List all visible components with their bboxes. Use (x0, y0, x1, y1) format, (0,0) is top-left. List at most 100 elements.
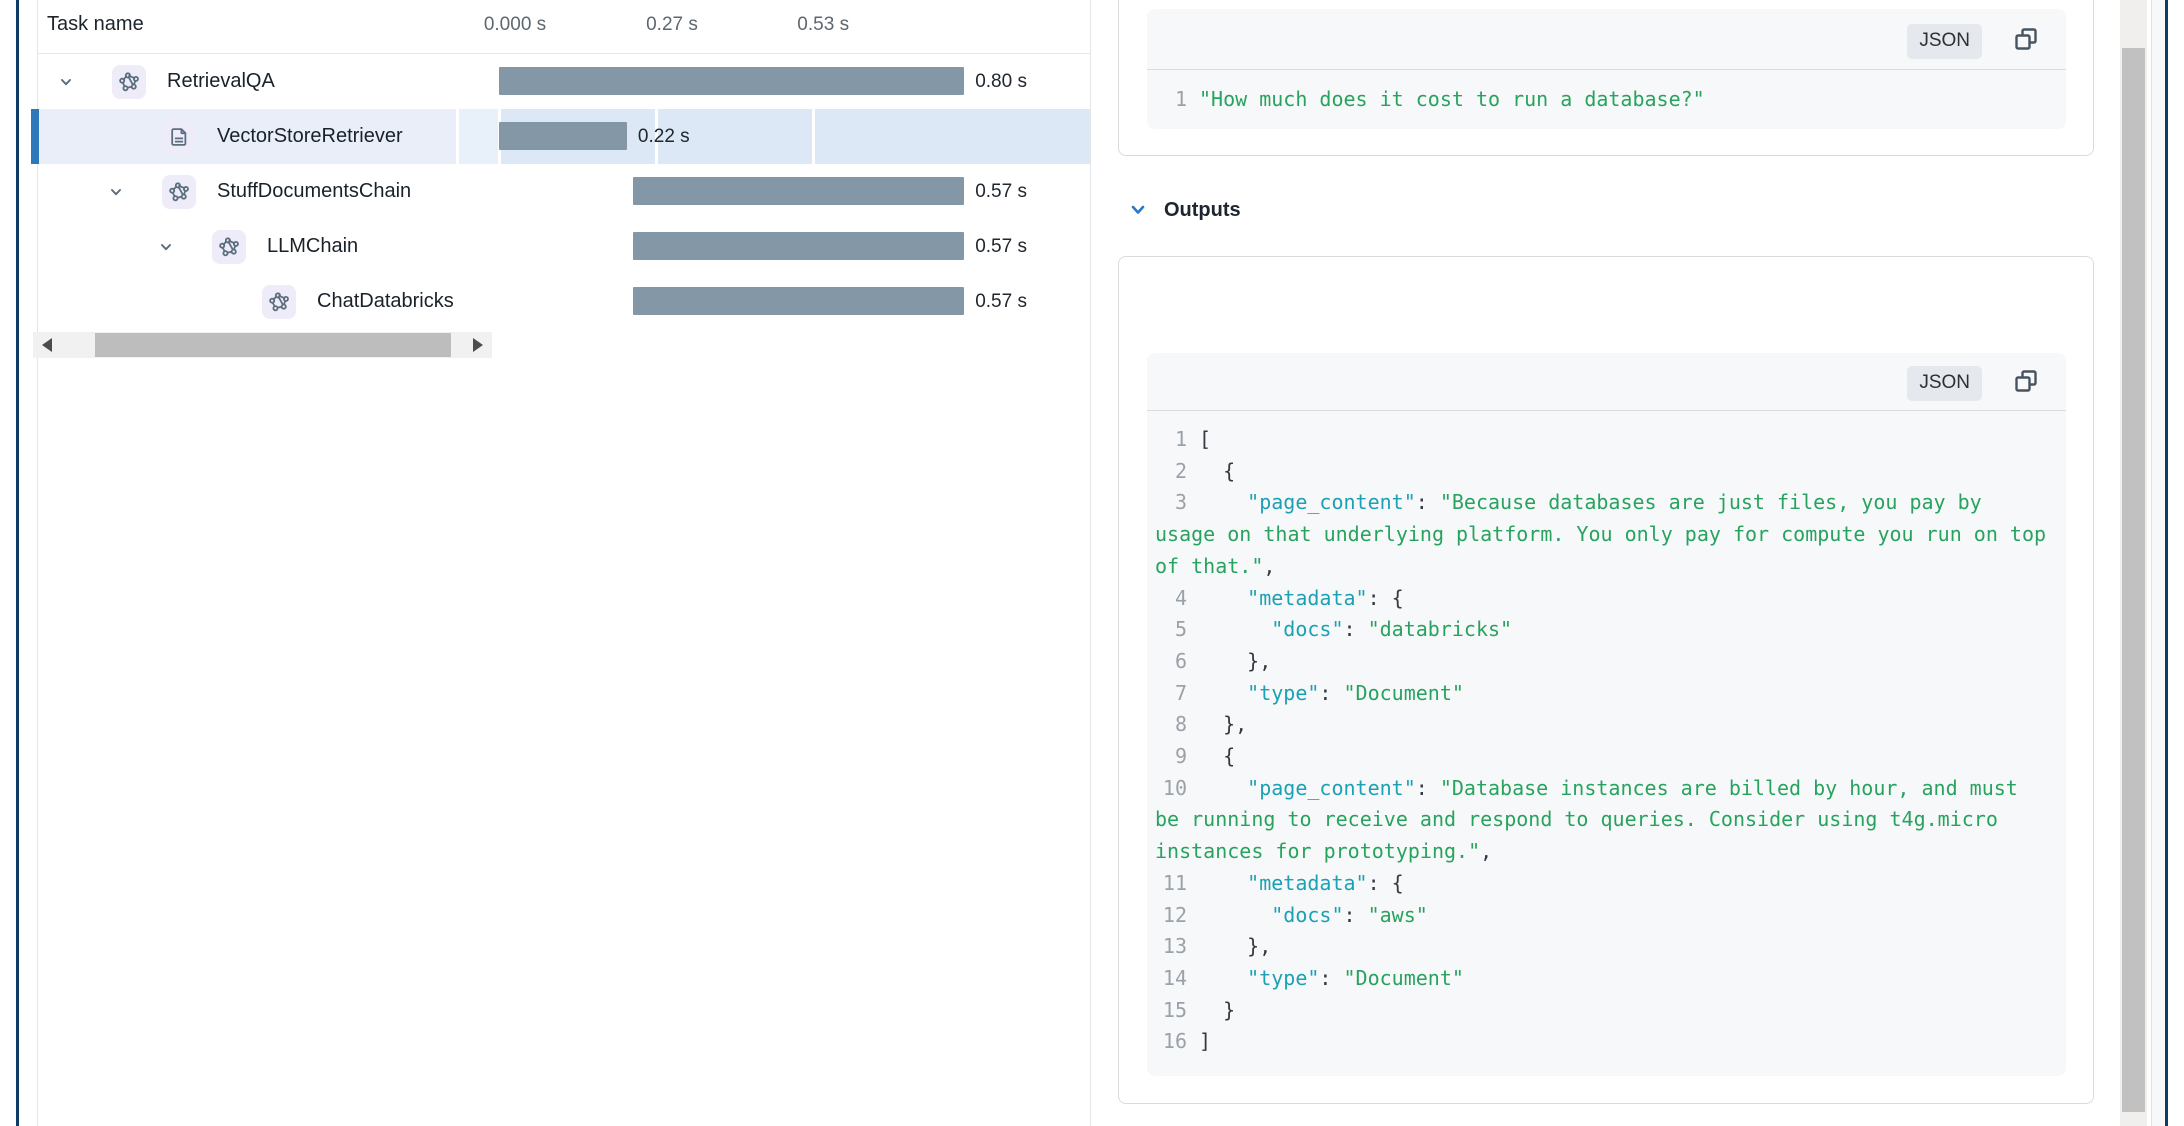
code-line: 10 "page_content": "Database instances a… (1147, 773, 2066, 805)
line-number: 9 (1174, 744, 1187, 769)
code-line: 11 "metadata": { (1147, 868, 2066, 900)
line-number: 15 (1162, 997, 1187, 1022)
task-name-label: LLMChain (267, 235, 359, 257)
time-tick-label: 0.53 s (797, 14, 850, 35)
duration-bar[interactable] (632, 232, 965, 260)
chain-icon (212, 230, 246, 264)
line-number: 10 (1162, 775, 1187, 800)
vertical-scrollbar-thumb[interactable] (2122, 48, 2145, 1112)
code-line: 2 { (1147, 456, 2066, 488)
scroll-right-arrow-icon[interactable] (473, 338, 483, 352)
selected-row-highlight (658, 109, 812, 164)
line-number: 1 (1174, 87, 1187, 111)
selected-row-accent-bar (31, 109, 39, 164)
task-row-vectorstoreretriever[interactable]: VectorStoreRetriever 0.22 s (31, 109, 1090, 164)
code-line: 14 "type": "Document" (1147, 963, 2066, 995)
line-number: 16 (1162, 1029, 1187, 1054)
selected-row-highlight (815, 109, 1090, 164)
duration-bar[interactable] (499, 67, 965, 95)
code-line: 12 "docs": "aws" (1147, 900, 2066, 932)
duration-bar[interactable] (632, 177, 965, 205)
task-name-label: VectorStoreRetriever (217, 125, 403, 147)
line-number: 2 (1174, 458, 1187, 483)
line-number: 13 (1162, 934, 1187, 959)
line-number: 1 (1174, 427, 1187, 451)
line-number: 6 (1174, 648, 1187, 673)
code-line: 16] (1147, 1026, 2066, 1058)
chain-icon (262, 285, 296, 319)
outputs-section-title: Outputs (1164, 198, 1241, 221)
line-number: 8 (1174, 712, 1187, 737)
line-number: 7 (1174, 680, 1187, 705)
line-number: 4 (1174, 585, 1187, 610)
expand-chevron-icon[interactable] (159, 240, 173, 254)
task-row-retrievalqa[interactable]: RetrievalQA 0.80 s (38, 54, 1090, 109)
code-line: 9 { (1147, 741, 2066, 773)
left-window-border (16, 0, 19, 1126)
chain-icon (112, 65, 146, 99)
timeline-header-row: Task name 0.000 s 0.27 s 0.53 s (38, 0, 1090, 54)
code-line: 15 } (1147, 995, 2066, 1027)
code-line-continuation: instances for prototyping.", (1155, 839, 1493, 864)
selected-row-highlight (459, 109, 498, 164)
chain-icon (162, 175, 196, 209)
task-row-llmchain[interactable]: LLMChain 0.57 s (38, 219, 1090, 274)
inputs-card: JSON 1 "How much does it cost to run a da… (1118, 0, 2094, 156)
selected-row-highlight (655, 109, 658, 164)
task-timeline-panel: Task name 0.000 s 0.27 s 0.53 s RetrievalQ… (31, 0, 1091, 1126)
code-line: 1[ (1147, 424, 2066, 456)
task-name-label: RetrievalQA (167, 70, 275, 92)
line-number: 3 (1174, 490, 1187, 515)
code-line: 5 "docs": "databricks" (1147, 614, 2066, 646)
duration-label: 0.22 s (637, 126, 690, 147)
task-row-stuffdocumentschain[interactable]: StuffDocumentsChain 0.57 s (38, 164, 1090, 219)
code-line-continuation: of that.", (1155, 553, 1276, 578)
horizontal-scrollbar[interactable] (33, 332, 492, 358)
expand-chevron-icon[interactable] (59, 75, 73, 89)
code-line: 13 }, (1147, 931, 2066, 963)
copy-icon[interactable] (2012, 367, 2040, 395)
code-line: 6 }, (1147, 646, 2066, 678)
outputs-collapse-chevron-icon[interactable] (1128, 200, 1148, 220)
task-row-chatdatabricks[interactable]: ChatDatabricks 0.57 s (38, 274, 1090, 329)
code-line: 7 "type": "Document" (1147, 678, 2066, 710)
scroll-left-arrow-icon[interactable] (42, 338, 52, 352)
json-format-badge[interactable]: JSON (1907, 24, 1982, 59)
copy-icon[interactable] (2012, 25, 2040, 53)
selected-row-highlight (812, 109, 815, 164)
line-number: 11 (1162, 870, 1187, 895)
outputs-code-viewer: JSON 1[2 {3 "page_content": "Because dat… (1147, 353, 2066, 1076)
right-gutter (2151, 0, 2165, 1126)
task-name-label: ChatDatabricks (317, 290, 454, 312)
retriever-document-icon (162, 120, 196, 154)
inputs-code-viewer: JSON 1 "How much does it cost to run a da… (1147, 9, 2066, 129)
duration-bar[interactable] (499, 122, 627, 150)
task-name-column-header: Task name (47, 13, 144, 35)
right-window-border (2165, 0, 2168, 1126)
code-line: 8 }, (1147, 709, 2066, 741)
duration-label: 0.57 s (975, 236, 1027, 257)
duration-label: 0.57 s (975, 291, 1027, 312)
vertical-scrollbar[interactable] (2120, 0, 2147, 1126)
task-name-label: StuffDocumentsChain (217, 180, 412, 202)
selected-row-highlight (38, 109, 456, 164)
time-tick-label: 0.000 s (483, 14, 547, 35)
horizontal-scrollbar-thumb[interactable] (95, 333, 451, 357)
outputs-section-header: Outputs (1128, 196, 1241, 224)
code-line: 4 "metadata": { (1147, 583, 2066, 615)
selected-row-highlight (456, 109, 459, 164)
json-format-badge[interactable]: JSON (1907, 366, 1982, 401)
code-line-continuation: usage on that underlying platform. You o… (1155, 522, 2047, 547)
code-line: 1 "How much does it cost to run a databas… (1147, 84, 2066, 116)
line-number: 12 (1162, 902, 1187, 927)
code-line-continuation: be running to receive and respond to que… (1155, 807, 1998, 832)
expand-chevron-icon[interactable] (109, 185, 123, 199)
line-number: 14 (1162, 965, 1187, 990)
duration-bar[interactable] (632, 287, 965, 315)
inputs-code-content: 1 "How much does it cost to run a databas… (1147, 70, 2066, 116)
outputs-code-content: 1[2 {3 "page_content": "Because database… (1147, 411, 2066, 1058)
outputs-card: JSON 1[2 {3 "page_content": "Because dat… (1118, 256, 2094, 1104)
code-line: 3 "page_content": "Because databases are… (1147, 487, 2066, 519)
time-tick-label: 0.27 s (646, 14, 698, 35)
